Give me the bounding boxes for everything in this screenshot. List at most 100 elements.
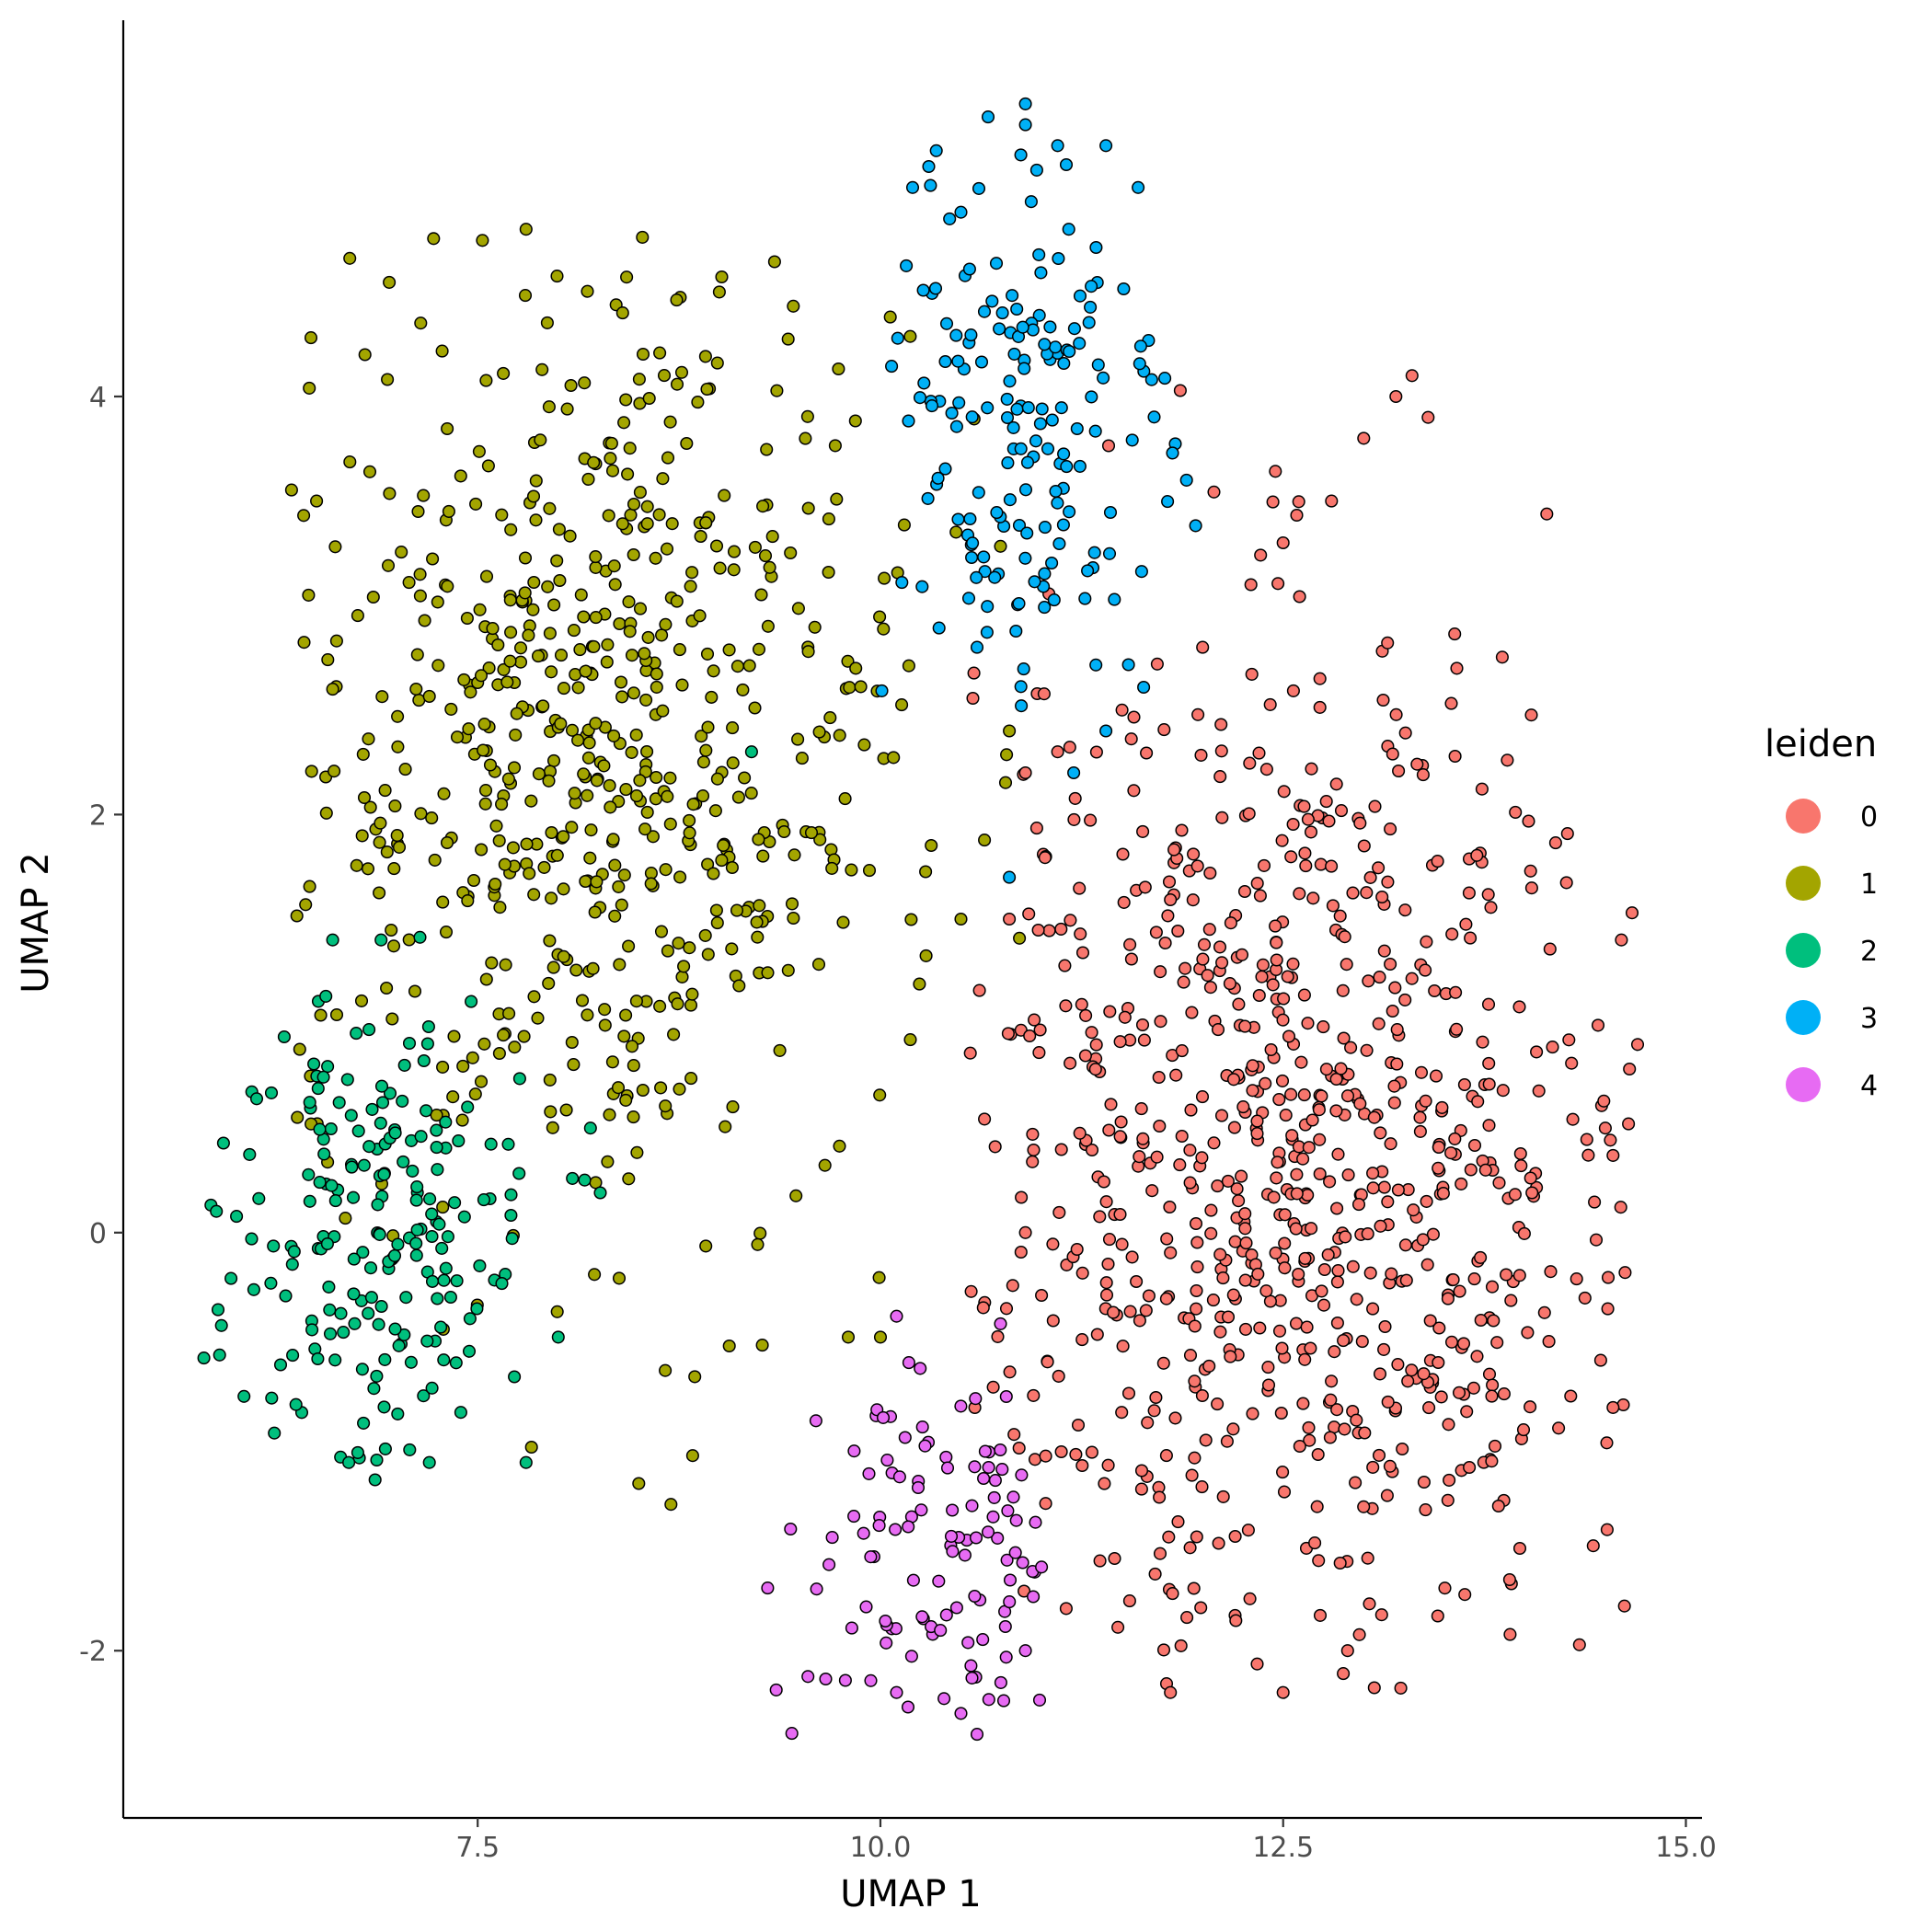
point-cluster-1: [329, 634, 343, 648]
point-cluster-0: [1310, 1500, 1324, 1513]
point-cluster-0: [1224, 916, 1237, 930]
point-cluster-0: [1323, 1431, 1337, 1444]
point-cluster-1: [339, 1212, 352, 1225]
point-cluster-2: [252, 1191, 266, 1205]
point-cluster-0: [1064, 1056, 1077, 1070]
x-tick-label: 7.5: [455, 1832, 500, 1864]
point-cluster-0: [1175, 823, 1189, 837]
point-cluster-0: [1331, 1147, 1345, 1161]
point-cluster-4: [892, 1470, 906, 1484]
point-cluster-1: [290, 909, 304, 923]
point-cluster-1: [808, 620, 822, 634]
point-cluster-0: [1312, 1103, 1326, 1117]
point-cluster-1: [715, 854, 729, 868]
point-cluster-1: [632, 1477, 646, 1490]
point-cluster-1: [683, 941, 696, 955]
point-cluster-1: [615, 517, 629, 531]
point-cluster-1: [613, 958, 627, 972]
point-cluster-1: [557, 682, 570, 696]
point-cluster-0: [1113, 1130, 1127, 1144]
point-cluster-2: [422, 1455, 436, 1469]
point-cluster-1: [738, 771, 752, 785]
point-cluster-1: [305, 765, 318, 778]
point-cluster-1: [770, 384, 784, 397]
point-cluster-2: [383, 1087, 397, 1100]
point-cluster-1: [388, 799, 402, 813]
point-cluster-4: [994, 1443, 1007, 1457]
point-cluster-4: [862, 1466, 876, 1480]
point-cluster-0: [1277, 785, 1291, 799]
point-cluster-3: [990, 506, 1004, 520]
point-cluster-0: [1261, 1378, 1276, 1392]
point-cluster-2: [321, 1060, 335, 1074]
point-cluster-0: [1312, 1554, 1326, 1568]
point-cluster-1: [655, 628, 669, 642]
point-cluster-2: [583, 1121, 597, 1135]
point-cluster-4: [982, 1693, 995, 1707]
point-cluster-0: [1340, 1644, 1354, 1658]
point-cluster-0: [1195, 1388, 1209, 1403]
point-cluster-0: [1432, 1161, 1445, 1175]
point-cluster-4: [946, 1545, 960, 1558]
point-cluster-1: [1013, 931, 1027, 945]
point-cluster-0: [1381, 875, 1395, 889]
point-cluster-1: [565, 723, 580, 737]
point-cluster-1: [625, 1040, 639, 1053]
point-cluster-1: [392, 840, 407, 854]
point-cluster-0: [1272, 1093, 1286, 1107]
point-cluster-0: [1350, 1413, 1363, 1427]
point-cluster-0: [1033, 1023, 1047, 1037]
point-cluster-1: [661, 789, 674, 803]
point-cluster-1: [608, 578, 622, 592]
point-cluster-3: [1067, 322, 1081, 336]
point-cluster-1: [698, 928, 712, 942]
point-cluster-2: [461, 1100, 475, 1114]
point-cluster-3: [1034, 266, 1048, 280]
point-cluster-3: [978, 565, 992, 579]
point-cluster-0: [1227, 1121, 1241, 1134]
point-cluster-4: [954, 1399, 968, 1413]
point-cluster-0: [1524, 881, 1538, 895]
point-cluster-0: [1334, 804, 1349, 818]
point-cluster-0: [1570, 1272, 1583, 1286]
point-cluster-1: [748, 540, 762, 554]
point-cluster-1: [547, 598, 561, 612]
point-cluster-1: [497, 366, 511, 380]
point-cluster-1: [897, 518, 911, 532]
point-cluster-2: [363, 1261, 378, 1275]
point-cluster-1: [684, 998, 698, 1012]
point-cluster-3: [1125, 433, 1139, 447]
point-cluster-1: [356, 747, 370, 761]
point-cluster-1: [524, 794, 538, 808]
point-cluster-0: [1074, 927, 1087, 941]
point-cluster-0: [1502, 1572, 1516, 1587]
point-cluster-2: [465, 995, 478, 1008]
point-cluster-1: [417, 489, 431, 502]
point-cluster-1: [751, 930, 765, 944]
point-cluster-0: [1323, 1175, 1337, 1189]
point-cluster-1: [588, 1268, 602, 1282]
point-cluster-1: [526, 603, 540, 616]
point-cluster-4: [911, 1480, 926, 1495]
point-cluster-0: [1046, 1314, 1060, 1328]
point-cluster-0: [1298, 846, 1312, 860]
point-cluster-3: [902, 414, 915, 428]
point-cluster-1: [756, 849, 770, 863]
point-cluster-0: [1161, 909, 1175, 923]
point-cluster-0: [1333, 1556, 1347, 1570]
point-cluster-0: [1296, 1152, 1310, 1166]
point-cluster-1: [683, 813, 696, 827]
point-cluster-0: [1035, 1288, 1049, 1303]
point-cluster-1: [509, 728, 523, 742]
point-cluster-0: [1330, 1316, 1344, 1330]
point-cluster-3: [1073, 337, 1087, 351]
point-cluster-0: [1377, 1180, 1391, 1194]
point-cluster-0: [1245, 667, 1259, 681]
point-cluster-2: [347, 1252, 361, 1266]
point-cluster-2: [371, 1198, 385, 1212]
point-cluster-0: [1290, 508, 1304, 523]
point-cluster-2: [357, 1158, 371, 1172]
point-cluster-1: [391, 740, 405, 753]
point-cluster-0: [1358, 1426, 1372, 1440]
point-cluster-0: [1278, 1236, 1292, 1250]
